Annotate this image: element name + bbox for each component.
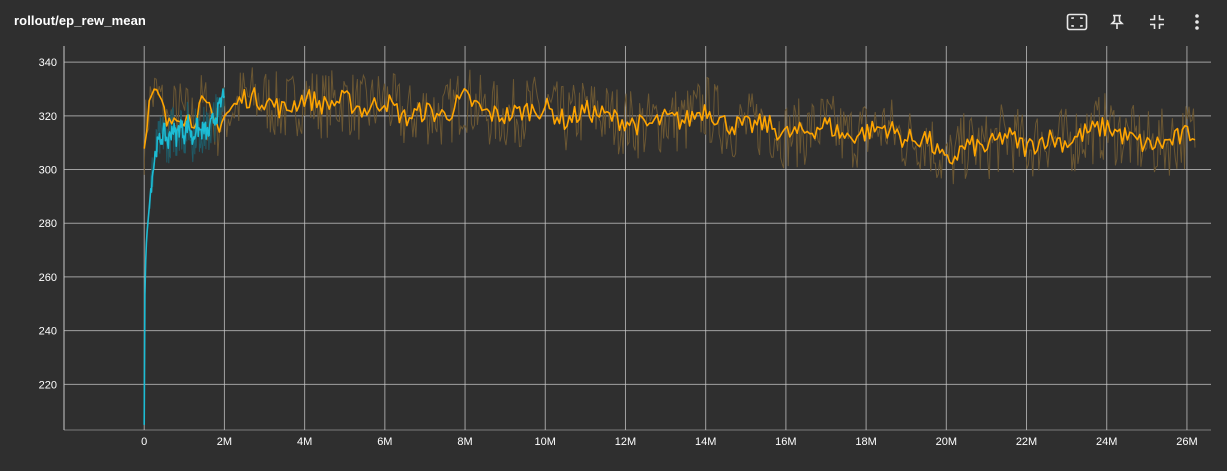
more-options-button[interactable] bbox=[1177, 9, 1217, 35]
x-tick-label: 2M bbox=[217, 436, 232, 448]
x-tick-label: 20M bbox=[936, 436, 957, 448]
more-vert-icon bbox=[1195, 14, 1199, 30]
x-tick-label: 26M bbox=[1176, 436, 1197, 448]
y-tick-label: 320 bbox=[39, 111, 57, 123]
y-tick-label: 340 bbox=[39, 57, 57, 69]
raw-series-line bbox=[143, 67, 1196, 185]
pin-button[interactable] bbox=[1097, 9, 1137, 35]
x-tick-label: 18M bbox=[855, 436, 876, 448]
smoothed-series-layer bbox=[143, 87, 1196, 425]
collapse-button[interactable] bbox=[1137, 9, 1177, 35]
y-tick-label: 260 bbox=[39, 272, 57, 284]
raw-series-layer bbox=[143, 67, 1196, 424]
y-tick-label: 300 bbox=[39, 165, 57, 177]
x-tick-label: 4M bbox=[297, 436, 312, 448]
chart-title: rollout/ep_rew_mean bbox=[14, 13, 146, 28]
x-tick-label: 22M bbox=[1016, 436, 1037, 448]
x-tick-label: 10M bbox=[535, 436, 556, 448]
x-tick-label: 14M bbox=[695, 436, 716, 448]
fit-domain-icon bbox=[1066, 13, 1088, 31]
y-tick-label: 240 bbox=[39, 326, 57, 338]
x-tick-label: 8M bbox=[457, 436, 472, 448]
fit-domain-button[interactable] bbox=[1057, 9, 1097, 35]
pin-icon bbox=[1110, 14, 1124, 29]
axes: 220 240 260 280 300 320 340 0 2M 4M 6M 8M 10M 12M 14M 1… bbox=[39, 57, 1198, 448]
collapse-icon bbox=[1150, 15, 1164, 29]
card-toolbar bbox=[1057, 9, 1217, 35]
series-line[interactable] bbox=[143, 87, 1196, 165]
x-tick-label: 0 bbox=[141, 436, 147, 448]
x-tick-label: 24M bbox=[1096, 436, 1117, 448]
x-tick-label: 12M bbox=[615, 436, 636, 448]
x-tick-label: 6M bbox=[377, 436, 392, 448]
x-tick-label: 16M bbox=[775, 436, 796, 448]
y-tick-label: 280 bbox=[39, 218, 57, 230]
y-tick-label: 220 bbox=[39, 379, 57, 391]
series-line[interactable] bbox=[143, 88, 226, 425]
